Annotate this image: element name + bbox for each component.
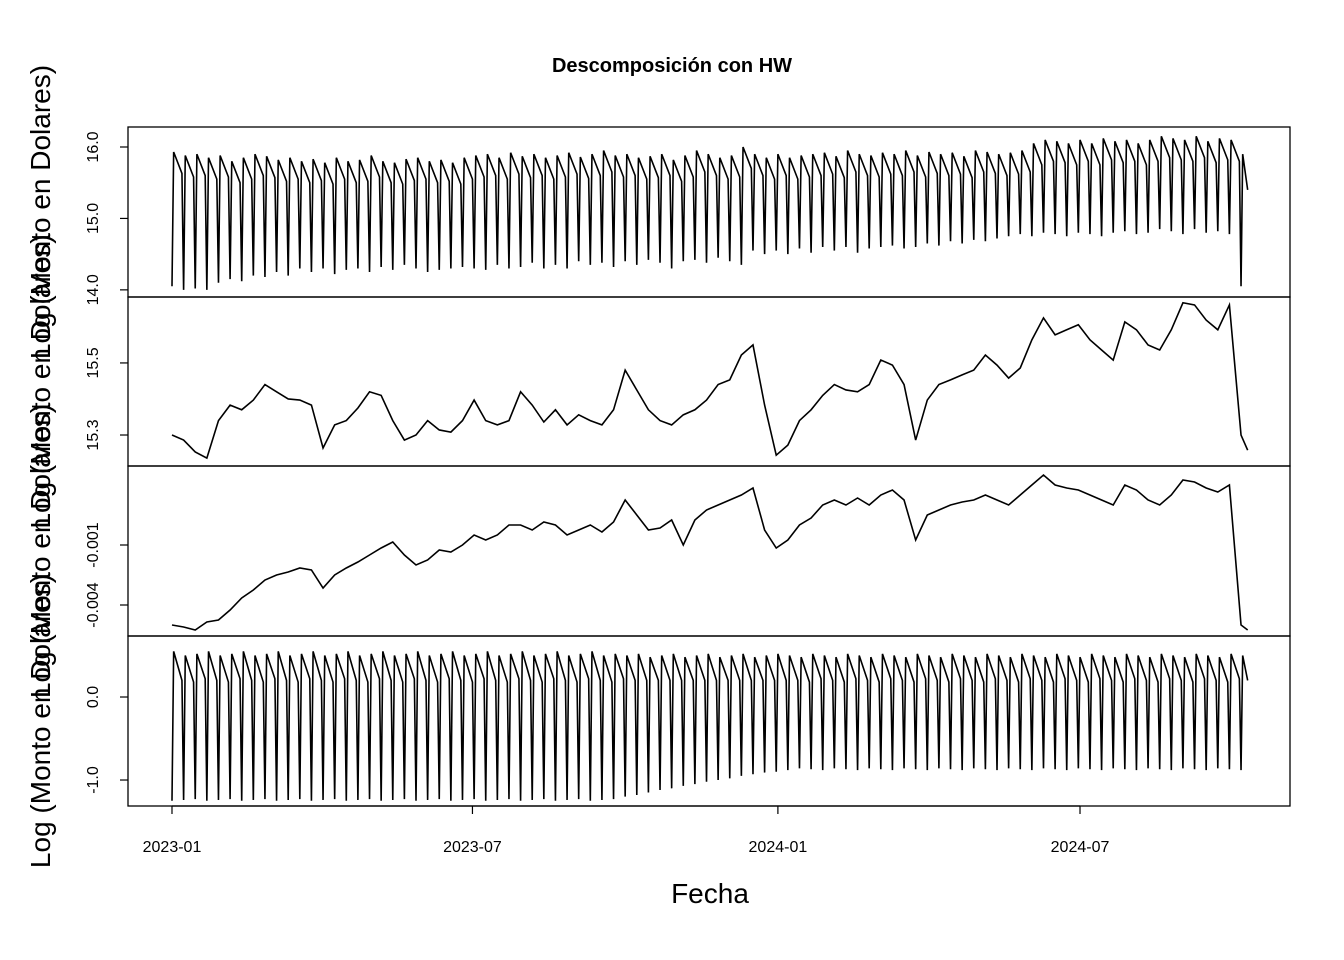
x-tick-label: 2023-07 <box>443 839 502 856</box>
chart-title: Descomposición con HW <box>552 55 792 77</box>
x-axis-label: Fecha <box>671 878 749 909</box>
y-tick-label: -0.001 <box>85 522 102 567</box>
y-axis-label: Log (Monto en Dolares) <box>25 234 56 528</box>
y-tick-label: 15.3 <box>85 419 102 450</box>
y-tick-label: 14.0 <box>85 274 102 305</box>
x-tick-label: 2024-07 <box>1051 839 1110 856</box>
y-tick-label: -0.004 <box>85 582 102 627</box>
y-tick-label: 15.5 <box>85 347 102 378</box>
y-tick-label: 16.0 <box>85 131 102 162</box>
panel-frame <box>127 296 1291 467</box>
series-line <box>171 473 1249 631</box>
y-tick-label: -1.0 <box>85 766 102 794</box>
y-axis-label: Log (Monto en Dolares) <box>25 574 56 868</box>
y-axis-label: Log (Monto en Dolares) <box>25 404 56 698</box>
series-line <box>171 136 1249 290</box>
y-tick-label: 15.0 <box>85 203 102 234</box>
panel-frame <box>127 126 1291 298</box>
x-tick-label: 2023-01 <box>143 839 202 856</box>
panel-frame <box>127 465 1291 637</box>
x-tick-label: 2024-01 <box>749 839 808 856</box>
y-tick-label: 0.0 <box>85 686 102 708</box>
y-axis-label: Log (Monto en Dolares) <box>25 65 56 359</box>
series-line <box>171 301 1249 460</box>
series-line <box>171 651 1249 801</box>
